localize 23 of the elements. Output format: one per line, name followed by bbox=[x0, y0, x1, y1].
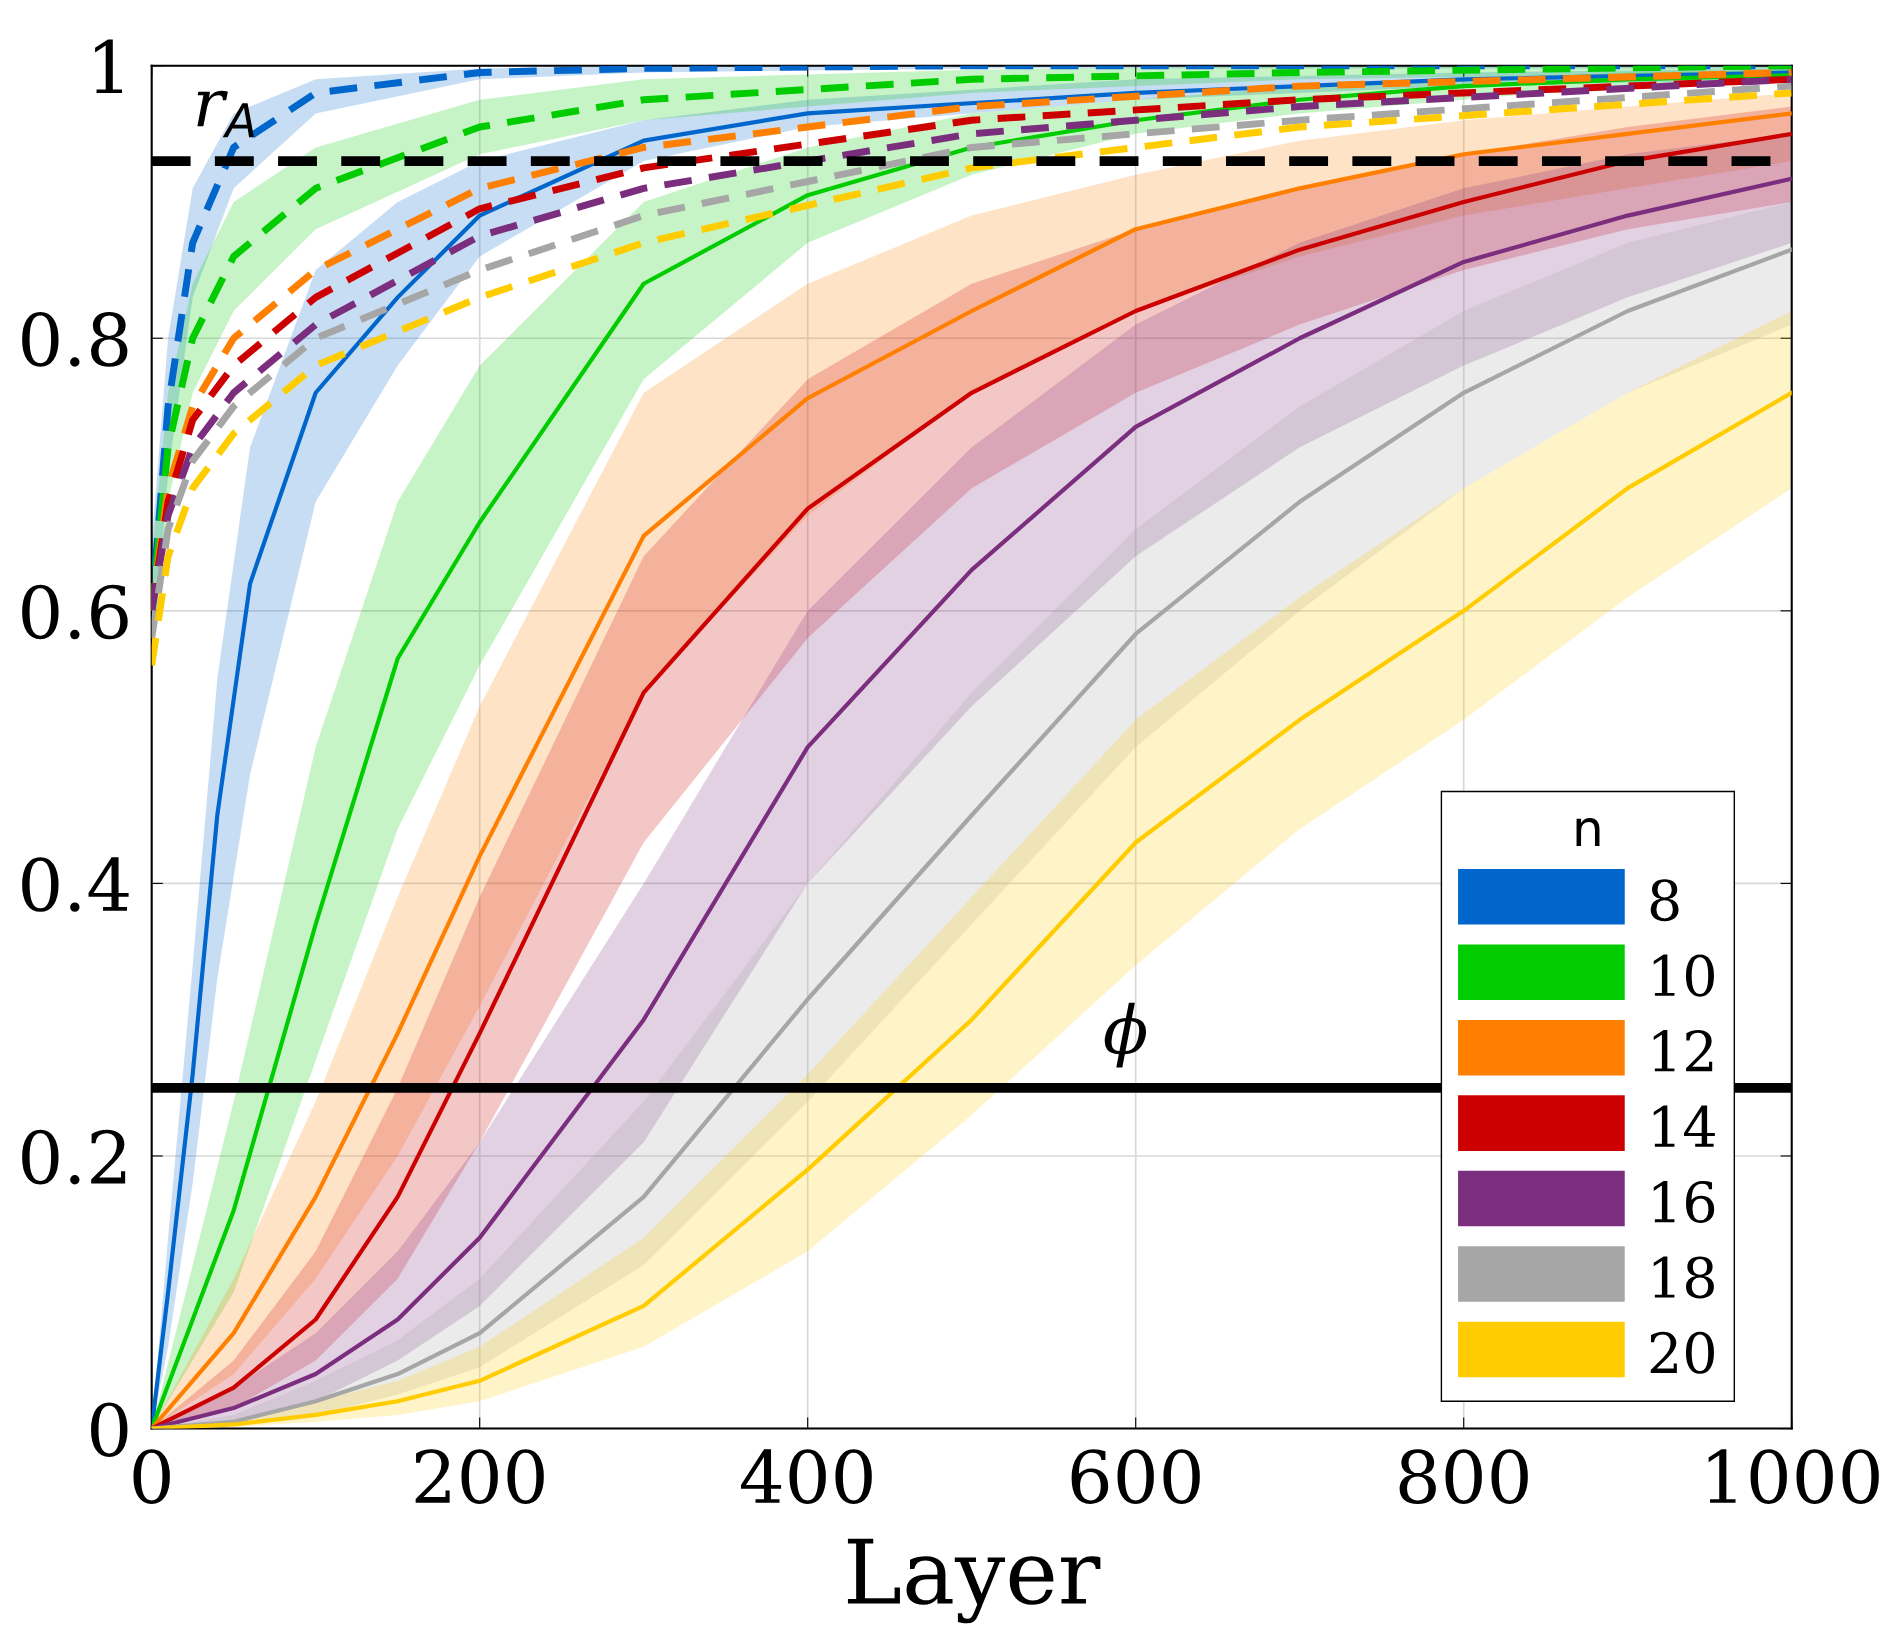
x-tick-label: 200 bbox=[415, 1449, 544, 1504]
y-tick-label: 0.6 bbox=[22, 584, 128, 640]
legend-label: 20 bbox=[1650, 1331, 1714, 1374]
y-tick-label: 0.4 bbox=[22, 857, 129, 912]
y-tick-label: 0 bbox=[91, 1402, 128, 1458]
legend-label: 10 bbox=[1653, 954, 1714, 997]
x-tick-label: 0 bbox=[133, 1449, 170, 1504]
y-tick-label: 0.2 bbox=[22, 1129, 126, 1185]
legend-label: 18 bbox=[1653, 1256, 1714, 1299]
legend-label: 8 bbox=[1650, 879, 1679, 922]
y-tick-label: 1 bbox=[95, 39, 122, 94]
x-tick-label: 400 bbox=[740, 1449, 872, 1504]
x-tick-label: 1000 bbox=[1708, 1449, 1879, 1504]
x-tick-label: 800 bbox=[1399, 1449, 1528, 1504]
legend-label: 12 bbox=[1653, 1030, 1713, 1072]
y-tick-label: 0.8 bbox=[22, 312, 128, 367]
x-axis-title: Layer bbox=[847, 1538, 1101, 1624]
legend-title: n bbox=[1576, 818, 1600, 847]
legend-label: 16 bbox=[1653, 1180, 1715, 1223]
x-tick-label: 600 bbox=[1071, 1449, 1200, 1504]
legend-label: 14 bbox=[1653, 1105, 1715, 1147]
ref-line-label: ϕ bbox=[1104, 1002, 1147, 1068]
ref-line-label: r$_{A}$ bbox=[197, 90, 254, 138]
